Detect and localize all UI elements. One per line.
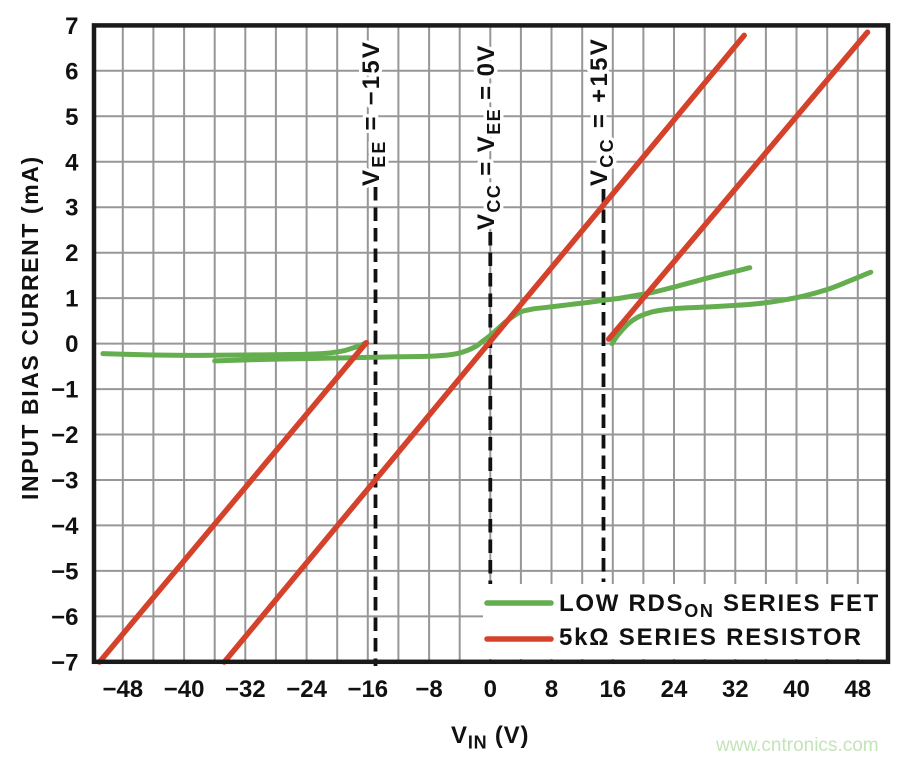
svg-text:−8: −8	[415, 676, 442, 703]
svg-text:2: 2	[65, 240, 78, 267]
svg-text:−4: −4	[51, 513, 79, 540]
svg-text:INPUT BIAS CURRENT (mA): INPUT BIAS CURRENT (mA)	[17, 155, 43, 500]
svg-text:0: 0	[65, 331, 78, 358]
svg-text:−5: −5	[51, 558, 78, 585]
svg-text:www.cntronics.com: www.cntronics.com	[715, 735, 879, 756]
svg-text:32: 32	[722, 676, 749, 703]
svg-text:−24: −24	[286, 676, 327, 703]
svg-text:−2: −2	[51, 422, 78, 449]
svg-text:0: 0	[484, 676, 497, 703]
svg-text:16: 16	[599, 676, 626, 703]
svg-text:24: 24	[661, 676, 688, 703]
svg-text:5: 5	[65, 104, 78, 131]
svg-text:40: 40	[783, 676, 810, 703]
svg-text:LOW RDSON SERIES FET: LOW RDSON SERIES FET	[559, 590, 880, 621]
svg-text:4: 4	[65, 149, 79, 176]
svg-text:5kΩ SERIES RESISTOR: 5kΩ SERIES RESISTOR	[559, 624, 863, 651]
svg-text:−6: −6	[51, 604, 78, 631]
svg-text:−32: −32	[225, 676, 266, 703]
svg-text:7: 7	[65, 13, 78, 40]
svg-text:VIN (V): VIN (V)	[451, 722, 529, 753]
svg-text:−7: −7	[51, 649, 78, 676]
svg-text:−1: −1	[51, 377, 78, 404]
svg-text:1: 1	[65, 286, 78, 313]
svg-text:−16: −16	[347, 676, 388, 703]
svg-text:−48: −48	[102, 676, 143, 703]
svg-text:8: 8	[545, 676, 558, 703]
svg-text:6: 6	[65, 58, 78, 85]
svg-text:48: 48	[844, 676, 871, 703]
svg-text:3: 3	[65, 195, 78, 222]
svg-text:−40: −40	[164, 676, 205, 703]
svg-text:−3: −3	[51, 468, 78, 495]
